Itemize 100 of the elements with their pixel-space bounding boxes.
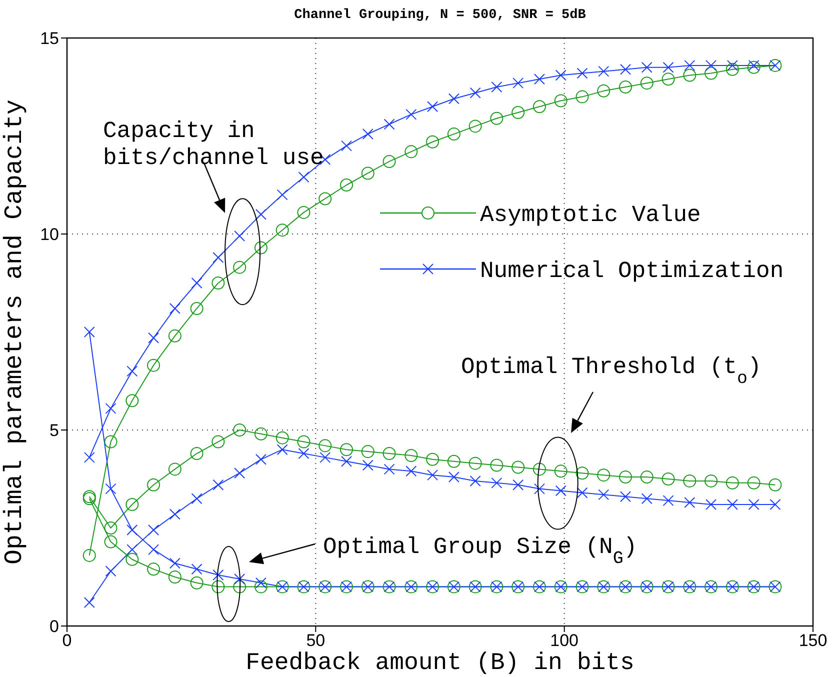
point: [448, 93, 460, 104]
point: [255, 454, 266, 465]
point: [726, 476, 739, 490]
point: [382, 447, 396, 460]
point: [104, 435, 118, 448]
point: [620, 491, 632, 502]
point: [84, 596, 95, 608]
point: [576, 68, 588, 79]
point: [105, 566, 116, 577]
point: [576, 90, 589, 104]
point: [748, 498, 760, 510]
point: [276, 431, 289, 444]
point: [490, 458, 504, 472]
y-axis-title: Optimal parameters and Capacity: [0, 99, 29, 565]
point: [361, 166, 374, 180]
point: [576, 487, 588, 498]
point: [254, 241, 268, 254]
point: [276, 444, 288, 456]
point: [212, 479, 224, 490]
point: [491, 477, 502, 488]
point: [212, 252, 224, 264]
point: [704, 474, 718, 488]
point: [404, 448, 418, 462]
point: [468, 456, 482, 470]
point: [662, 62, 674, 73]
point: [597, 84, 610, 98]
point: [512, 78, 524, 89]
point: [662, 72, 675, 86]
y-tick-label: 10: [40, 225, 59, 244]
y-tick-label: 5: [50, 421, 59, 440]
point: [190, 302, 204, 315]
point: [726, 498, 738, 510]
annotation: Capacity in bits/channel use: [103, 118, 324, 171]
x-tick-label: 150: [798, 631, 828, 650]
point: [362, 460, 374, 471]
point: [341, 140, 352, 152]
point: [168, 329, 182, 342]
point: [320, 452, 331, 463]
point: [406, 466, 417, 477]
point: [362, 128, 374, 140]
point: [212, 580, 225, 594]
point: [147, 562, 160, 576]
point: [555, 70, 566, 81]
point: [427, 101, 438, 112]
point: [726, 60, 738, 71]
point: [126, 544, 138, 556]
point: [233, 260, 246, 274]
legend-label: Asymptotic Value: [480, 202, 701, 228]
point: [426, 135, 440, 148]
point: [84, 452, 95, 463]
point: [212, 276, 225, 290]
point: [491, 82, 502, 92]
point: [554, 464, 568, 478]
annotation: Optimal Group Size (N$_{G}$): [323, 534, 638, 569]
point: [534, 483, 545, 494]
point: [384, 464, 395, 475]
point: [191, 493, 202, 504]
point: [234, 468, 246, 479]
point: [619, 80, 632, 94]
point: [255, 208, 266, 220]
y-tick-label: 0: [50, 617, 59, 636]
annotation: Optimal Threshold (t$_{o}$): [461, 354, 762, 389]
point: [683, 474, 696, 488]
point: [105, 402, 116, 414]
point: [169, 302, 180, 314]
point: [82, 548, 96, 562]
point: [297, 435, 310, 448]
point: [662, 472, 675, 486]
point: [148, 524, 160, 536]
point: [318, 439, 332, 452]
point: [598, 489, 610, 500]
point: [576, 466, 589, 480]
point: [147, 478, 160, 492]
x-axis-title: Feedback amount (B) in bits: [246, 650, 634, 677]
point: [298, 172, 310, 183]
point: [212, 435, 225, 448]
point: [104, 522, 118, 534]
point: [233, 580, 246, 594]
point: [361, 445, 374, 458]
point: [298, 448, 310, 460]
y-tick-label: 15: [40, 29, 59, 48]
point: [276, 224, 289, 237]
point: [168, 462, 182, 476]
point: [554, 94, 568, 108]
point: [341, 456, 352, 467]
point: [641, 62, 652, 73]
point: [512, 479, 524, 490]
point: [233, 424, 246, 436]
point: [448, 472, 460, 483]
point: [768, 478, 782, 492]
chart-title: Channel Grouping, N = 500, SNR = 5dB: [294, 8, 586, 23]
point: [104, 535, 118, 548]
point: [640, 470, 654, 484]
point: [297, 206, 310, 219]
point: [190, 447, 204, 460]
point: [534, 74, 545, 85]
legend-label: Numerical Optimization: [480, 258, 784, 284]
point: [382, 154, 396, 168]
point: [683, 68, 696, 82]
point: [490, 112, 504, 125]
